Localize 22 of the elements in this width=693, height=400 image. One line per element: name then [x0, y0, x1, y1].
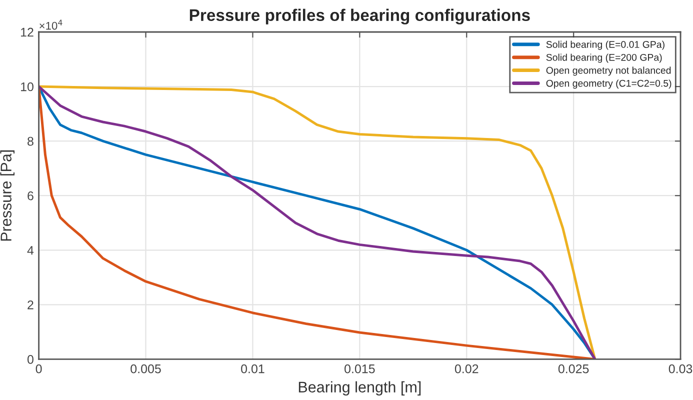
legend-label: Solid bearing (E=0.01 GPa) — [546, 40, 664, 50]
y-tick-label: 10 — [21, 82, 34, 92]
chart-title: Pressure profiles of bearing configurations — [190, 8, 530, 24]
x-tick-label: 0.02 — [454, 364, 478, 374]
y-tick-label: 0 — [27, 355, 34, 364]
legend-label: Solid bearing (E=200 GPa) — [546, 54, 662, 63]
y-tick-label: 2 — [28, 300, 34, 310]
x-tick-label: 0.005 — [130, 364, 161, 374]
y-tick-label: 8 — [28, 136, 34, 146]
y-tick-label: 12 — [21, 28, 34, 37]
y-tick-label: 4 — [27, 246, 34, 255]
text: ×10$^{4}$ — [40, 20, 62, 30]
legend-label: Open geometry not balanced — [546, 66, 671, 76]
x-tick-label: 0.025 — [558, 364, 589, 374]
x-tick-label: 0 — [36, 364, 42, 374]
y-tick-label: 6 — [28, 191, 34, 200]
y-axis-title: Pressure [Pa] — [0, 150, 14, 241]
x-tick-label: 0.01 — [241, 364, 264, 374]
x-tick-label: 0.015 — [344, 364, 375, 374]
x-axis-title: Bearing length [m] — [298, 381, 421, 396]
x-tick-label: 0.03 — [668, 364, 692, 374]
legend-label: Open geometry (C1=C2=0.5) — [546, 80, 672, 89]
